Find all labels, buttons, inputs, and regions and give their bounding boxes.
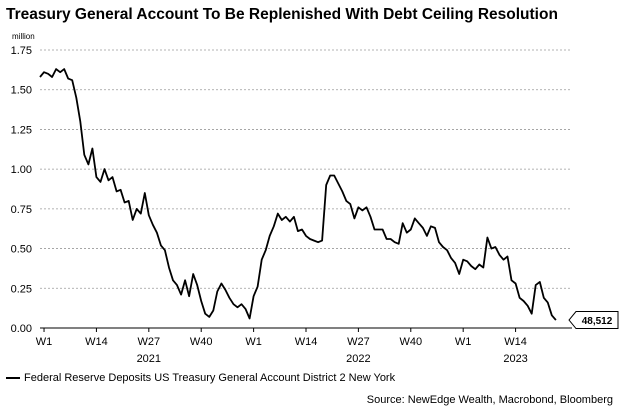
chart-title: Treasury General Account To Be Replenish…: [6, 6, 558, 23]
last-value-callout-group: 48,512: [568, 311, 619, 330]
x-tick-label-8: W1: [455, 336, 472, 348]
last-value-callout: [568, 311, 619, 330]
y-tick-label-5: 1.25: [11, 124, 32, 136]
y-tick-label-2: 0.50: [11, 244, 32, 256]
y-tick-label-3: 0.75: [11, 204, 32, 216]
x-tick-label-4: W1: [245, 336, 262, 348]
gridlines: [40, 49, 572, 289]
x-tick-label-5: W14: [295, 336, 318, 348]
axes: [40, 327, 572, 332]
source-note: Source: NewEdge Wealth, Macrobond, Bloom…: [366, 394, 613, 406]
series-layer: [39, 68, 557, 321]
year-label-1: 2022: [346, 353, 370, 365]
y-tick-label-0: 0.00: [11, 323, 32, 335]
x-tick-labels: W1 W14 W27 W40 W1 W14 W27 W40 W1 W14 2021 2022 2023: [36, 336, 528, 365]
legend-label: Federal Reserve Deposits US Treasury Gen…: [24, 372, 396, 384]
x-tick-label-1: W14: [85, 336, 108, 348]
y-tick-labels: 0.00 0.25 0.50 0.75 1.00 1.25 1.50 1.75: [11, 45, 32, 335]
line-chart: 0.00 0.25 0.50 0.75 1.00 1.25 1.50 1.75 W1 W14 W2…: [11, 45, 619, 365]
legend-swatch: [6, 377, 20, 379]
x-tick-label-3: W40: [190, 336, 213, 348]
x-tick-label-7: W40: [399, 336, 422, 348]
x-tick-label-9: W14: [504, 336, 527, 348]
y-axis-unit-label: million: [12, 32, 35, 41]
series-line-tga: [39, 68, 557, 321]
y-tick-label-7: 1.75: [11, 45, 32, 57]
y-tick-label-4: 1.00: [11, 164, 32, 176]
x-tick-label-2: W27: [138, 336, 161, 348]
y-tick-label-1: 0.25: [11, 283, 32, 295]
legend: Federal Reserve Deposits US Treasury Gen…: [6, 372, 395, 384]
x-tick-label-6: W27: [347, 336, 370, 348]
year-label-2: 2023: [503, 353, 527, 365]
x-tick-label-0: W1: [36, 336, 53, 348]
y-tick-label-6: 1.50: [11, 85, 32, 97]
last-value-label: 48,512: [582, 316, 613, 327]
year-label-0: 2021: [137, 353, 161, 365]
